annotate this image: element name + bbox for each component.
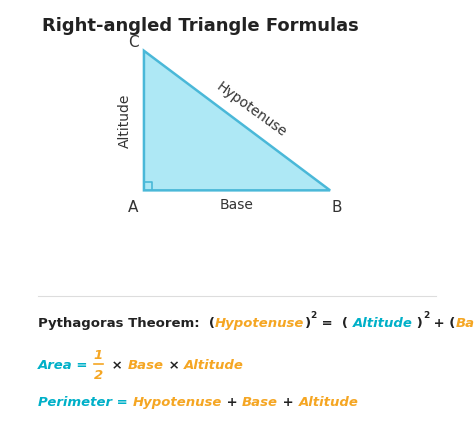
Text: 1: 1: [94, 349, 103, 362]
Text: ×: ×: [107, 360, 128, 372]
Text: Base: Base: [242, 396, 278, 409]
Text: Altitude: Altitude: [353, 317, 412, 330]
Text: ): ): [412, 317, 423, 330]
Text: Pythagoras Theorem:  (: Pythagoras Theorem: (: [38, 317, 215, 330]
Text: Hypotenuse: Hypotenuse: [215, 317, 305, 330]
Text: ): ): [305, 317, 310, 330]
Text: Area =: Area =: [38, 360, 93, 372]
Text: Altitude: Altitude: [299, 396, 358, 409]
Text: + (: + (: [429, 317, 456, 330]
Text: Perimeter =: Perimeter =: [38, 396, 133, 409]
Text: Base: Base: [128, 360, 164, 372]
Text: Hypotenuse: Hypotenuse: [214, 80, 290, 140]
Text: Altitude: Altitude: [118, 93, 132, 148]
Text: =  (: = (: [317, 317, 353, 330]
Text: Hypotenuse: Hypotenuse: [133, 396, 222, 409]
Text: B: B: [331, 200, 342, 215]
Text: A: A: [128, 200, 138, 215]
Text: 2: 2: [310, 311, 317, 321]
Text: Base: Base: [220, 198, 254, 212]
Text: 2: 2: [423, 311, 429, 321]
Text: +: +: [278, 396, 299, 409]
Polygon shape: [144, 51, 330, 190]
Text: C: C: [128, 35, 139, 50]
Text: Base: Base: [456, 317, 474, 330]
Text: Altitude: Altitude: [184, 360, 244, 372]
Text: +: +: [222, 396, 242, 409]
Text: 2: 2: [94, 369, 103, 382]
Text: ×: ×: [164, 360, 184, 372]
Text: Right-angled Triangle Formulas: Right-angled Triangle Formulas: [42, 17, 359, 35]
